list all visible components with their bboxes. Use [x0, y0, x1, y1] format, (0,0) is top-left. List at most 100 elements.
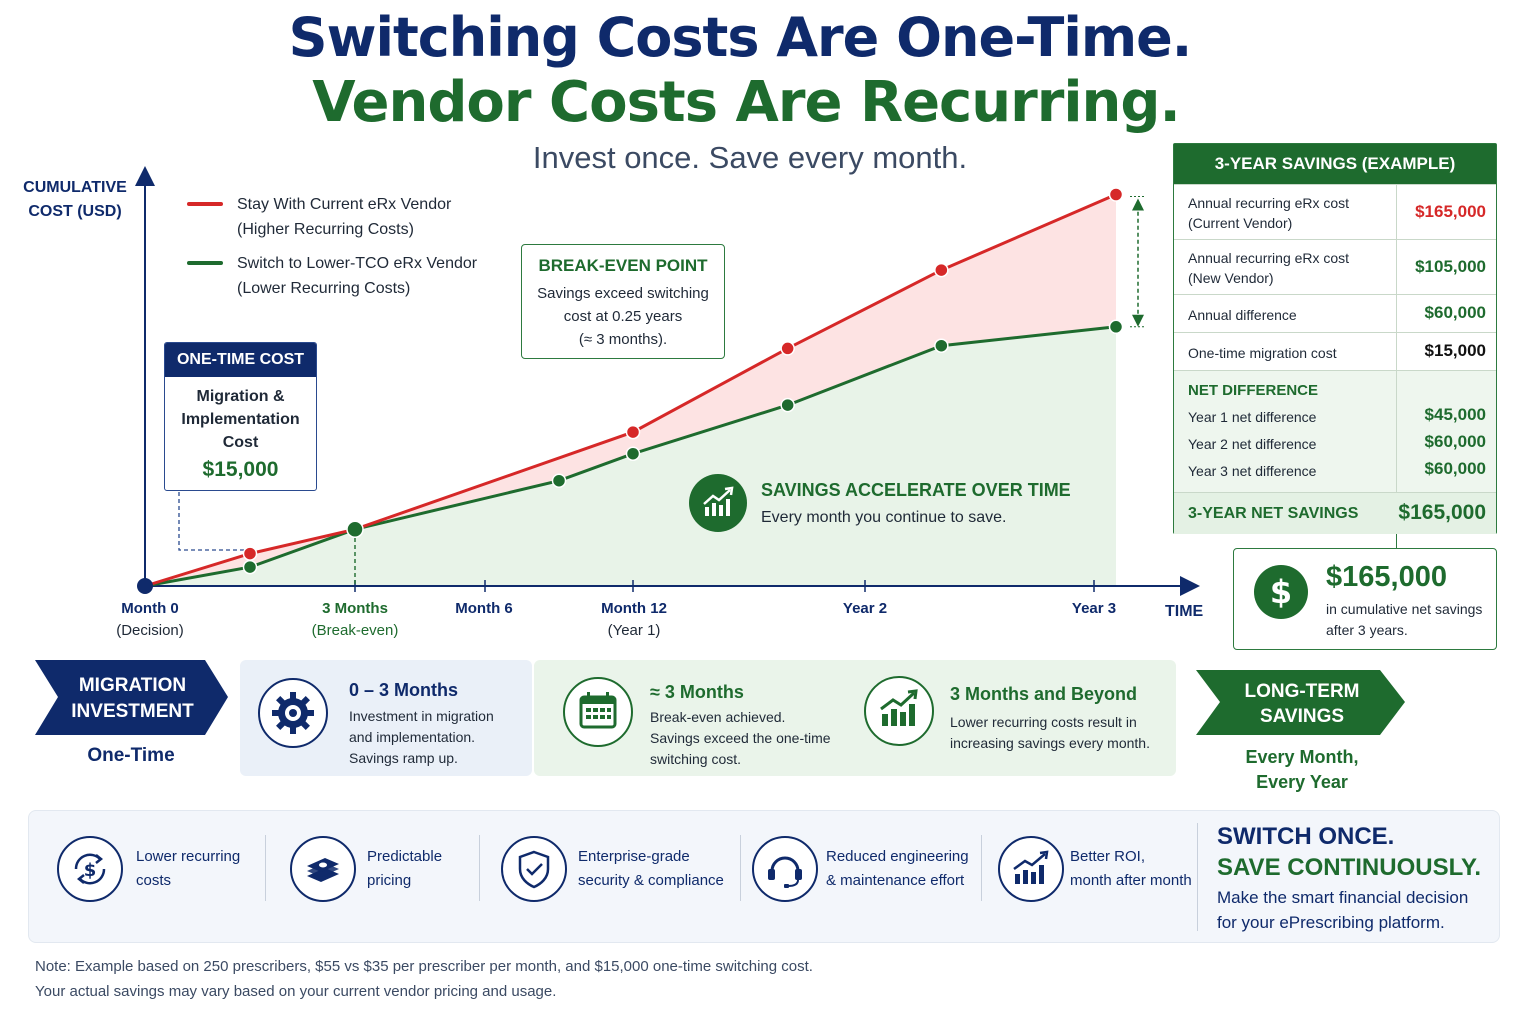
- long-term-ribbon: [1196, 670, 1405, 735]
- break-even-line2: cost at 0.25 years: [563, 308, 683, 325]
- data-point-new-vendor: [934, 338, 949, 353]
- growth-chart-icon: [998, 836, 1064, 902]
- long-term-caption1: Every Month,: [1245, 747, 1359, 767]
- y-axis-label: CUMULATIVE COST (USD): [14, 176, 136, 224]
- migration-ribbon: [35, 660, 228, 735]
- x-tick-label: Month 6: [455, 600, 513, 617]
- legend-swatch-red: [187, 202, 223, 206]
- cta-text2: for your ePrescribing platform.: [1217, 913, 1445, 932]
- legend-new-name: Switch to Lower-TCO eRx Vendor: [237, 255, 478, 272]
- table-row: Annual recurring eRx cost (New Vendor) $…: [1174, 239, 1496, 294]
- x-tick-label: Year 3: [1071, 600, 1117, 617]
- growth-chart-icon: [689, 474, 747, 532]
- row-label: Annual recurring eRx cost: [1188, 250, 1350, 266]
- callout-connector: [1396, 534, 1397, 548]
- benefit-line1: Lower recurring: [136, 848, 241, 865]
- data-point-new-vendor: [242, 559, 258, 575]
- money-stack-icon: [290, 836, 356, 902]
- cta-line1: SWITCH ONCE.: [1217, 823, 1395, 850]
- net-difference-rows: NET DIFFERENCE Year 1 net difference $45…: [1174, 370, 1496, 492]
- one-time-cost-box: ONE-TIME COST Migration & Implementation…: [164, 342, 317, 491]
- savings-accelerate-title: SAVINGS ACCELERATE OVER TIME: [761, 480, 1071, 500]
- dollar-cycle-icon: $: [57, 836, 123, 902]
- net-difference-block: [1174, 370, 1496, 492]
- series-line-new-vendor: [144, 325, 1117, 588]
- long-term-ribbon-text: LONG-TERM SAVINGS: [1216, 679, 1388, 729]
- stage-line3: Savings ramp up.: [349, 750, 458, 766]
- y-axis-label-line1: CUMULATIVE: [23, 179, 127, 196]
- net-savings-callout: $ $165,000 in cumulative net savings aft…: [1233, 548, 1497, 650]
- break-even-line3: (≈ 3 months).: [578, 331, 668, 348]
- row-label-sub: (Current Vendor): [1188, 215, 1293, 231]
- x-tick-month-6: Month 6: [434, 598, 534, 620]
- table-row: Annual recurring eRx cost (Current Vendo…: [1174, 184, 1496, 239]
- title-line-1: Switching Costs Are One-Time.: [288, 6, 1193, 69]
- total-savings-label: 3-YEAR NET SAVINGS: [1188, 505, 1359, 522]
- title-line-2: Vendor Costs Are Recurring.: [312, 70, 1181, 135]
- data-point-current-vendor: [780, 341, 795, 356]
- data-point-current-vendor: [1108, 187, 1124, 202]
- row-label: Annual recurring eRx cost: [1188, 195, 1350, 211]
- benefit-line1: Enterprise-grade: [578, 848, 690, 865]
- table-row: Annual difference $60,000: [1174, 294, 1496, 332]
- benefit-line2: security & compliance: [578, 872, 724, 889]
- subtitle: Invest once. Save every month.: [532, 140, 968, 175]
- benefit-line1: Better ROI,: [1070, 848, 1146, 865]
- total-savings-value: $165,000: [1398, 501, 1486, 524]
- cta-text1: Make the smart financial decision: [1217, 888, 1469, 907]
- footnote-line2: Your actual savings may vary based on yo…: [35, 983, 557, 1000]
- one-time-cost-line3: Cost: [222, 434, 259, 451]
- savings-table: 3-YEAR SAVINGS (EXAMPLE) Annual recurrin…: [1173, 143, 1497, 534]
- data-point-new-vendor: [625, 446, 641, 461]
- x-tick-3-months: 3 Months (Break-even): [300, 598, 410, 642]
- shield-check-icon: [501, 836, 567, 902]
- data-point-new-vendor: [1108, 319, 1124, 335]
- callout-line1: in cumulative net savings: [1326, 601, 1483, 617]
- one-time-cost-line2: Implementation: [181, 411, 300, 428]
- net-row-label: Year 1 net difference: [1188, 409, 1317, 425]
- one-time-cost-title: ONE-TIME COST: [165, 343, 316, 377]
- callout-line2: after 3 years.: [1326, 622, 1408, 638]
- stage-line1: Lower recurring costs result in: [950, 714, 1137, 730]
- savings-table-title: 3-YEAR SAVINGS (EXAMPLE): [1174, 144, 1496, 184]
- break-even-box: BREAK-EVEN POINT Savings exceed switchin…: [521, 244, 725, 359]
- break-even-line1: Savings exceed switching: [537, 285, 709, 302]
- total-savings-row: 3-YEAR NET SAVINGS $165,000: [1174, 492, 1496, 534]
- benefit-divider: [265, 835, 266, 901]
- x-tick-month-0: Month 0 (Decision): [100, 598, 200, 642]
- legend-new-sub: (Lower Recurring Costs): [237, 280, 411, 297]
- cta-headline: SWITCH ONCE. SAVE CONTINUOUSLY.: [1217, 821, 1481, 883]
- x-tick-year-2: Year 2: [815, 598, 915, 620]
- row-label: One-time migration cost: [1188, 345, 1337, 361]
- benefit-divider: [479, 835, 480, 901]
- row-value: $60,000: [1424, 303, 1486, 322]
- data-point-current-vendor: [934, 262, 949, 278]
- stage-line3: switching cost.: [650, 751, 742, 767]
- x-tick-sub: (Decision): [116, 622, 184, 639]
- benefit-line2: pricing: [367, 872, 412, 889]
- savings-accelerate-text: Every month you continue to save.: [761, 509, 1007, 526]
- migration-caption: One-Time: [87, 745, 175, 766]
- migration-ribbon-text: MIGRATION INVESTMENT: [50, 673, 215, 725]
- row-label: Annual difference: [1188, 307, 1297, 323]
- x-tick-label: Month 12: [601, 600, 667, 617]
- legend-current-sub: (Higher Recurring Costs): [237, 221, 414, 238]
- one-time-cost-value: $15,000: [202, 458, 279, 481]
- x-tick-year-3: Year 3: [1044, 598, 1144, 620]
- benefit-line2: costs: [136, 872, 172, 889]
- benefit-line1: Reduced engineering: [826, 848, 969, 865]
- data-point-new-vendor: [346, 520, 364, 539]
- benefit-divider: [981, 835, 982, 901]
- stage-line1: Investment in migration: [349, 708, 494, 724]
- data-point-current-vendor: [242, 546, 258, 561]
- benefits-strip: $ Lower recurring costs Predictable pric…: [28, 810, 1500, 943]
- table-column-divider: [1396, 184, 1397, 512]
- origin-point: [137, 578, 153, 594]
- stage-line2: Savings exceed the one-time: [650, 730, 831, 746]
- one-time-cost-connector: [178, 492, 248, 551]
- benefit-line1: Predictable: [367, 848, 443, 865]
- footnote-line1: Note: Example based on 250 prescribers, …: [35, 958, 813, 975]
- gap-arrow-head-up: [1132, 198, 1144, 211]
- cta-text: Make the smart financial decision for yo…: [1217, 885, 1468, 935]
- net-row-label: Year 3 net difference: [1188, 463, 1317, 479]
